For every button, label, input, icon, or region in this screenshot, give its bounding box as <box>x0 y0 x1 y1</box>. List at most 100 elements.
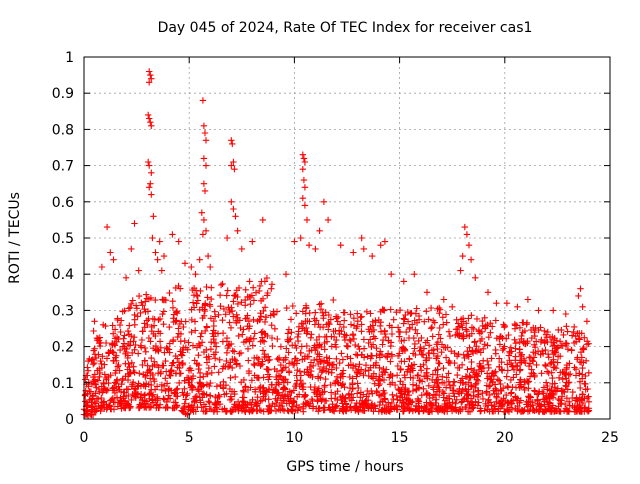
data-point <box>146 184 153 191</box>
data-point <box>323 397 330 405</box>
data-point <box>337 242 344 249</box>
data-point <box>480 357 487 364</box>
data-point <box>189 299 197 306</box>
data-point <box>305 353 313 360</box>
data-point <box>123 392 130 399</box>
data-point <box>121 307 128 314</box>
data-point <box>388 271 395 278</box>
data-point <box>379 398 386 405</box>
data-point <box>170 359 177 366</box>
data-point <box>475 346 482 354</box>
data-point <box>291 238 298 245</box>
data-point <box>320 198 328 205</box>
data-point <box>347 355 354 362</box>
data-point <box>111 384 118 391</box>
data-point <box>200 155 208 162</box>
data-point <box>450 378 457 385</box>
data-point <box>102 339 110 347</box>
data-point <box>166 323 173 331</box>
data-point <box>174 364 181 371</box>
data-point <box>301 368 308 376</box>
data-point <box>394 324 402 331</box>
data-point <box>261 278 269 285</box>
data-point <box>288 407 295 414</box>
data-point <box>264 332 271 340</box>
data-point <box>440 394 447 401</box>
data-point <box>460 331 467 339</box>
data-point <box>149 371 156 379</box>
data-point <box>96 369 104 377</box>
data-point <box>575 292 582 300</box>
data-point <box>431 319 438 326</box>
data-point <box>352 341 359 349</box>
data-point <box>527 326 535 334</box>
data-point <box>178 352 186 359</box>
data-point <box>485 361 492 368</box>
data-point <box>334 379 341 386</box>
data-point <box>207 405 215 413</box>
data-point <box>385 399 392 406</box>
data-point <box>372 317 379 324</box>
data-point <box>135 380 142 387</box>
data-point <box>169 298 176 305</box>
data-point <box>406 356 413 363</box>
data-point <box>321 404 328 411</box>
data-point <box>581 395 588 402</box>
data-point <box>584 338 591 345</box>
data-point <box>113 357 120 364</box>
data-point <box>533 361 540 369</box>
data-point <box>299 356 306 363</box>
data-point <box>525 385 532 392</box>
data-point <box>555 395 562 403</box>
data-point <box>439 373 446 380</box>
data-point <box>375 377 382 384</box>
data-point <box>398 358 405 365</box>
data-point <box>424 375 431 382</box>
data-point <box>206 399 213 406</box>
data-point <box>559 376 566 383</box>
data-point <box>504 361 511 368</box>
data-point <box>180 323 187 331</box>
data-point <box>212 393 219 401</box>
data-point <box>234 227 241 234</box>
data-point <box>147 404 154 411</box>
data-point <box>158 267 165 274</box>
data-point <box>512 340 519 347</box>
data-point <box>169 231 176 238</box>
data-point <box>516 399 523 406</box>
data-point <box>443 374 450 381</box>
data-point <box>355 384 362 392</box>
data-point <box>386 374 393 381</box>
data-point <box>311 356 318 364</box>
data-point <box>223 292 230 299</box>
data-point <box>86 411 94 418</box>
data-point <box>409 374 417 382</box>
data-point <box>333 364 340 372</box>
data-point <box>233 360 240 367</box>
data-point <box>402 311 409 319</box>
data-point <box>268 281 276 288</box>
data-point <box>451 393 458 400</box>
data-point <box>529 402 536 409</box>
data-point <box>468 312 475 319</box>
data-point <box>409 381 417 388</box>
x-tick-label: 5 <box>185 430 194 446</box>
data-point <box>249 342 256 349</box>
data-point <box>134 313 141 320</box>
data-point <box>546 360 554 368</box>
data-point <box>506 348 513 355</box>
data-point <box>254 318 261 325</box>
data-point <box>426 349 433 357</box>
data-point <box>299 166 306 173</box>
data-point <box>182 396 189 403</box>
data-point <box>96 365 103 372</box>
data-point <box>124 327 132 335</box>
data-point <box>301 158 309 166</box>
data-point <box>456 330 463 337</box>
data-point <box>406 407 413 414</box>
data-point <box>487 376 494 383</box>
data-point <box>266 406 273 414</box>
data-point <box>207 346 215 353</box>
data-point <box>295 328 302 335</box>
data-point <box>226 341 233 348</box>
